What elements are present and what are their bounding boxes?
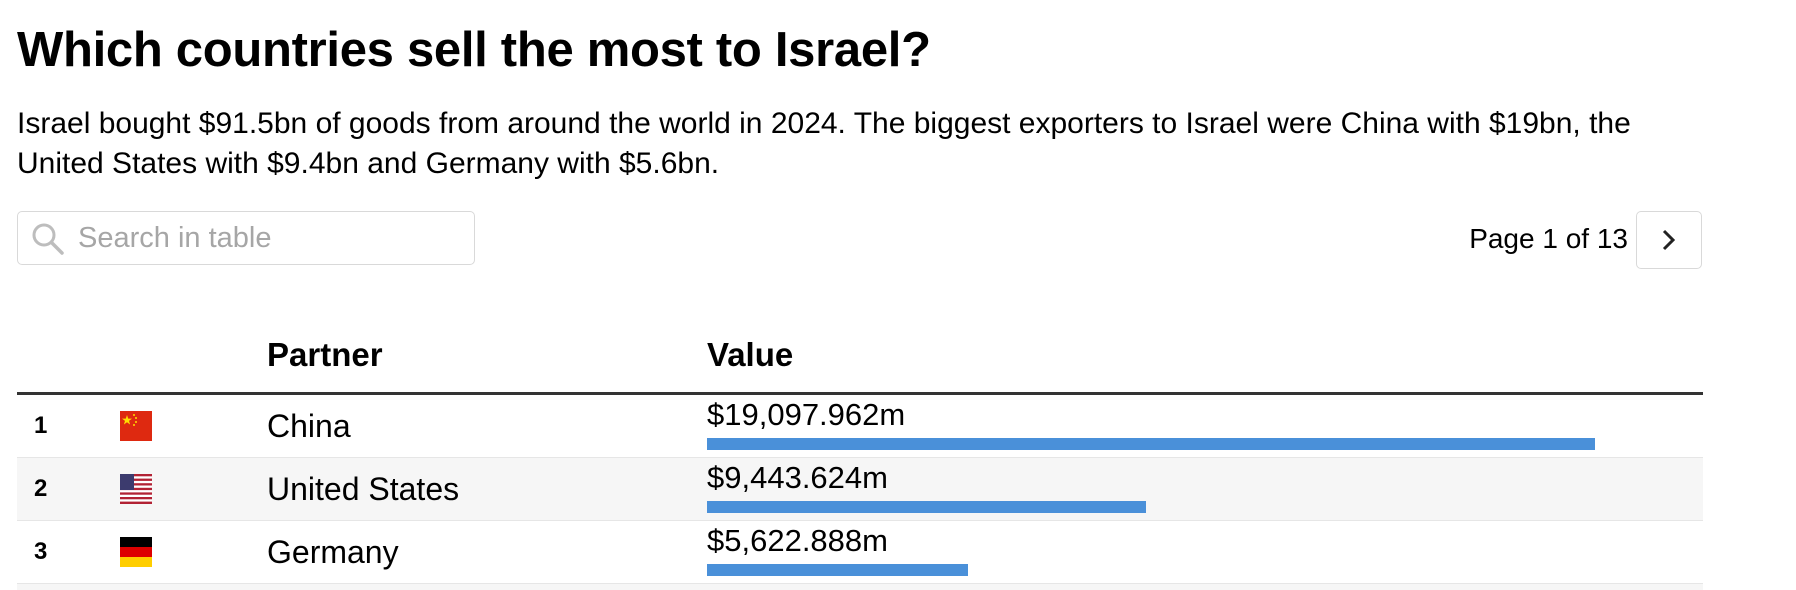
china-flag-icon <box>120 411 152 441</box>
chevron-right-icon <box>1662 229 1676 251</box>
table-row: 1 China $19,097.962m <box>17 393 1703 458</box>
row-partner: United States <box>267 457 707 521</box>
search-box[interactable] <box>17 211 475 265</box>
row-rank: 3 <box>17 520 120 584</box>
germany-flag-icon <box>120 537 152 567</box>
page-indicator: Page 1 of 13 <box>1469 223 1628 254</box>
value-bar <box>707 564 969 576</box>
table-row-partial <box>17 583 1703 590</box>
next-page-button[interactable] <box>1636 211 1702 269</box>
row-rank: 2 <box>17 457 120 521</box>
row-value-cell: $5,622.888m <box>707 520 1703 584</box>
header-flag <box>120 318 267 395</box>
header-value: Value <box>707 318 1703 395</box>
row-value-cell: $19,097.962m <box>707 393 1703 458</box>
row-value: $19,097.962m <box>707 397 906 432</box>
us-flag-icon <box>120 474 152 504</box>
row-partner: China <box>267 393 707 458</box>
row-partner: Germany <box>267 520 707 584</box>
table-header-row: Partner Value <box>17 318 1703 395</box>
table-row: 2 United States <box>17 457 1703 521</box>
search-icon <box>30 221 66 257</box>
row-rank: 1 <box>17 393 120 458</box>
header-rank <box>17 318 120 395</box>
value-bar <box>707 438 1595 450</box>
row-value: $9,443.624m <box>707 460 888 495</box>
search-input[interactable] <box>78 220 458 256</box>
data-table: Partner Value 1 China <box>17 318 1703 590</box>
page-subtitle: Israel bought $91.5bn of goods from arou… <box>17 107 1631 180</box>
table-row: 3 Germany $5,622.888m <box>17 520 1703 584</box>
row-value: $5,622.888m <box>707 523 888 558</box>
row-value-cell: $9,443.624m <box>707 457 1703 521</box>
page-title: Which countries sell the most to Israel? <box>17 23 931 77</box>
header-partner: Partner <box>267 318 707 395</box>
value-bar <box>707 501 1147 513</box>
